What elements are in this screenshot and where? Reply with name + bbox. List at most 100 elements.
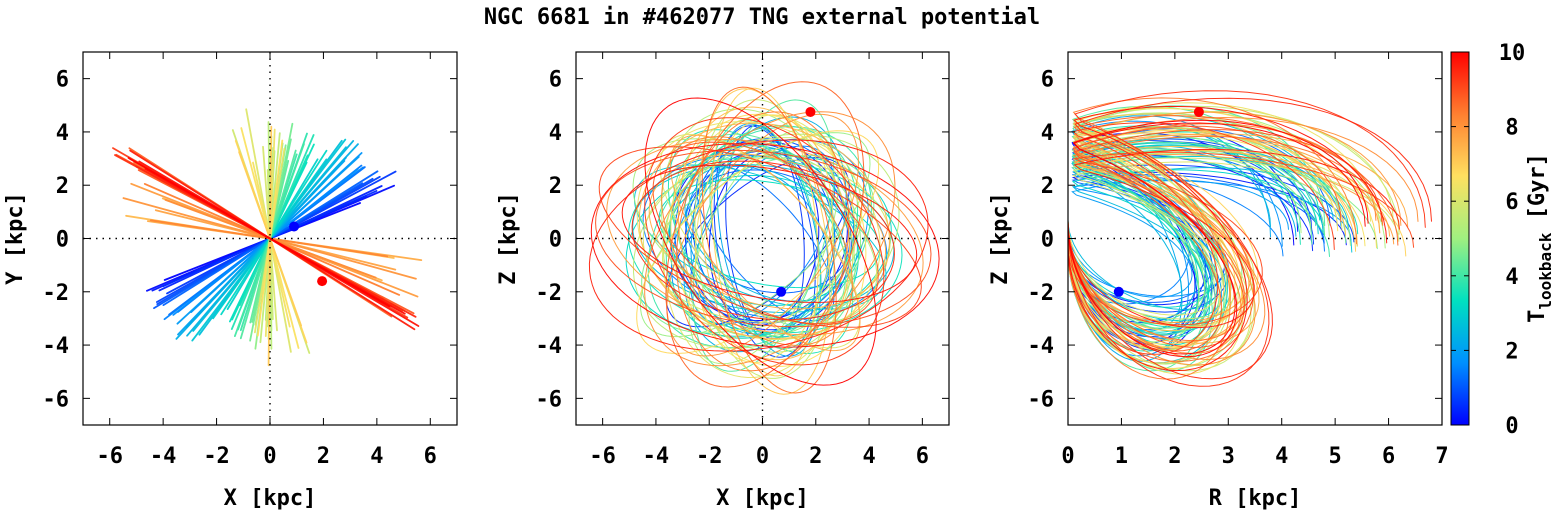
orbit-trace <box>1068 119 1369 358</box>
x-axis-label: X [kpc] <box>224 486 317 511</box>
x-tick-label: 1 <box>1115 444 1128 469</box>
orbit-trace <box>1068 125 1351 352</box>
orbit-trace <box>621 164 918 303</box>
orbit-trace <box>1068 134 1381 343</box>
orbit-trace <box>595 149 932 328</box>
y-tick-label: -4 <box>1028 334 1055 359</box>
x-tick-label: -6 <box>589 444 616 469</box>
x-tick-label: 4 <box>1275 444 1288 469</box>
orbit-trace <box>644 111 896 367</box>
orbit-trace <box>631 160 895 321</box>
panel-xy: -6 -4 -2 0 2 4 6 -6 -4 -2 0 2 4 6 X [kpc] Y [kpc] <box>3 51 458 511</box>
x-tick-label: -4 <box>150 444 177 469</box>
orbit-trace <box>694 99 835 379</box>
x-tick-label: 4 <box>370 444 383 469</box>
orbit-trace <box>692 99 835 372</box>
y-tick-label: -4 <box>536 334 563 359</box>
orbit-trace <box>711 87 819 377</box>
orbit-trace <box>669 134 861 352</box>
x-tick-label: 3 <box>1222 444 1235 469</box>
y-tick-label: 2 <box>56 174 69 199</box>
orbit-trace <box>1068 151 1415 326</box>
colorbar-tick-label: 0 <box>1505 414 1518 439</box>
x-tick-label: 2 <box>1168 444 1181 469</box>
y-axis-label: Z [kpc] <box>988 192 1013 285</box>
x-tick-label: 4 <box>862 444 875 469</box>
orbit-trace <box>701 86 837 394</box>
orbit-trace <box>1068 129 1383 348</box>
x-tick-label: 6 <box>916 444 929 469</box>
y-tick-label: 2 <box>549 174 562 199</box>
orbit-trace <box>636 130 880 354</box>
orbit-trace <box>694 114 834 364</box>
y-tick-label: -6 <box>43 387 70 412</box>
panel-rz: 0 1 2 3 4 5 6 7 -6 -4 -2 0 2 4 6 R [kpc] Z [kpc] <box>988 51 1449 511</box>
x-tick-label: 2 <box>809 444 822 469</box>
orbit-trace <box>267 125 273 367</box>
colorbar-tick-label: 6 <box>1505 190 1518 215</box>
orbit-traces <box>112 108 423 367</box>
orbit-trace <box>627 157 903 334</box>
colorbar-label-sub: lookback <box>1536 232 1553 309</box>
orbit-trace <box>675 111 850 372</box>
orbit-trace <box>636 121 881 340</box>
y-tick-label: 6 <box>549 68 562 93</box>
marker-present <box>776 286 787 297</box>
y-axis-label: Z [kpc] <box>496 192 521 285</box>
y-tick-label: 4 <box>1041 121 1054 146</box>
x-tick-label: 5 <box>1329 444 1342 469</box>
y-tick-label: -2 <box>43 281 70 306</box>
orbit-trace <box>648 153 886 310</box>
y-tick-label: -6 <box>1028 387 1055 412</box>
orbit-trace <box>644 97 877 386</box>
marker-present <box>1113 286 1124 297</box>
x-tick-label: -6 <box>96 444 123 469</box>
marker-past <box>805 106 816 117</box>
orbit-trace <box>598 146 922 328</box>
orbit-trace <box>1068 148 1400 329</box>
figure-title: NGC 6681 in #462077 TNG external potenti… <box>484 5 1040 30</box>
orbit-trace <box>652 141 879 325</box>
y-axis-label: Y [kpc] <box>3 192 28 285</box>
orbit-trace <box>1068 132 1366 345</box>
colorbar-label-main: T <box>1525 310 1550 323</box>
x-tick-label: 0 <box>263 444 276 469</box>
x-axis-label: X [kpc] <box>716 486 809 511</box>
x-tick-label: 0 <box>1061 444 1074 469</box>
x-tick-label: 7 <box>1435 444 1448 469</box>
x-tick-label: -4 <box>643 444 670 469</box>
colorbar-tick-label: 4 <box>1505 265 1518 290</box>
colorbar-tick-label: 2 <box>1505 339 1518 364</box>
y-tick-label: 0 <box>56 228 69 253</box>
orbit-trace <box>1068 122 1335 355</box>
orbit-trace <box>1068 111 1402 366</box>
y-tick-label: 4 <box>56 121 69 146</box>
panel-xz: -6 -4 -2 0 2 4 6 -6 -4 -2 0 2 4 6 X [kpc] Z [kpc] <box>496 51 950 511</box>
marker-past <box>1193 106 1204 117</box>
orbit-trace <box>633 164 887 310</box>
orbit-traces <box>1068 90 1432 387</box>
orbit-trace <box>644 117 885 366</box>
orbit-trace <box>1068 90 1426 387</box>
orbit-trace <box>1068 179 1289 298</box>
y-tick-label: -2 <box>536 281 563 306</box>
x-tick-label: 0 <box>756 444 769 469</box>
colorbar-tick-label: 8 <box>1505 116 1518 141</box>
panels: -6 -4 -2 0 2 4 6 -6 -4 -2 0 2 4 6 X [kpc] Y [kpc] -6 -4 -2… <box>3 51 1449 511</box>
orbit-trace <box>1068 125 1342 352</box>
y-tick-label: 0 <box>1041 228 1054 253</box>
orbit-trace <box>642 157 891 323</box>
orbit-trace <box>665 81 865 388</box>
orbit-trace <box>670 113 867 368</box>
y-tick-label: 4 <box>549 121 562 146</box>
orbit-traces <box>588 81 940 395</box>
x-tick-label: -2 <box>696 444 723 469</box>
colorbar-label: Tlookback [Gyr] <box>1525 153 1553 323</box>
colorbar-tick-label: 10 <box>1499 41 1526 66</box>
orbit-trace <box>1068 129 1407 348</box>
x-tick-label: 2 <box>317 444 330 469</box>
colorbar: 0 2 4 6 8 10 Tlookback [Gyr] <box>1450 41 1553 439</box>
x-tick-label: 6 <box>424 444 437 469</box>
orbit-trace <box>1068 97 1432 380</box>
